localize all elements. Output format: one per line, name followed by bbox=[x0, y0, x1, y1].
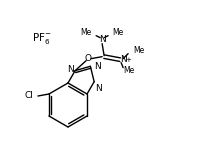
Text: Me: Me bbox=[133, 46, 144, 55]
Text: Me: Me bbox=[80, 28, 91, 37]
Text: N: N bbox=[95, 84, 102, 93]
Text: +: + bbox=[125, 57, 131, 63]
Text: PF$_6^{-}$: PF$_6^{-}$ bbox=[32, 30, 52, 45]
Text: N: N bbox=[94, 62, 101, 71]
Text: Me: Me bbox=[123, 66, 134, 75]
Text: Me: Me bbox=[112, 28, 123, 37]
Text: N: N bbox=[67, 65, 74, 74]
Text: O: O bbox=[85, 54, 92, 63]
Text: Cl: Cl bbox=[24, 92, 33, 100]
Text: N: N bbox=[99, 35, 106, 44]
Text: N: N bbox=[120, 55, 127, 64]
